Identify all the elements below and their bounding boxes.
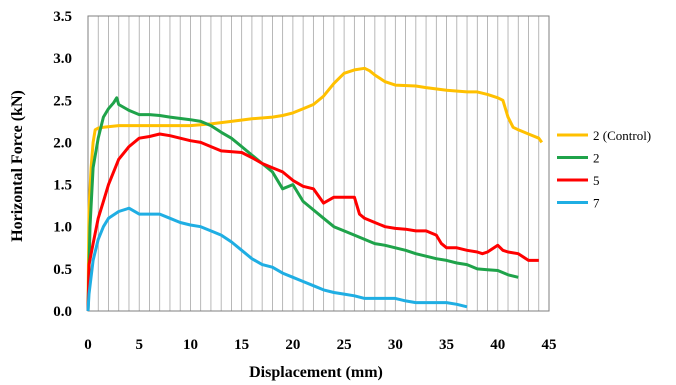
series-line-1 (86, 66, 544, 312)
legend-label: 2 (593, 151, 600, 166)
x-tick-label: 20 (285, 337, 300, 353)
y-tick-label: 3.5 (53, 9, 72, 25)
legend-label: 2 (Control) (593, 128, 651, 143)
y-tick-label: 1.0 (53, 220, 72, 236)
y-tick-label: 0.0 (53, 304, 72, 320)
series-line-4 (86, 206, 468, 312)
grid-lines (97, 16, 540, 311)
legend-label: 7 (593, 196, 600, 211)
x-tick-label: 15 (234, 337, 249, 353)
x-axis-title: Displacement (mm) (249, 364, 383, 381)
x-tick-label: 40 (490, 337, 505, 353)
plot-area (87, 15, 550, 312)
y-tick-label: 0.5 (53, 262, 72, 278)
series-layer (86, 66, 544, 312)
series-line-2 (86, 96, 519, 312)
x-tick-label: 30 (388, 337, 403, 353)
x-axis-ticks: 0 5 10 15 20 25 30 35 40 45 (84, 337, 556, 353)
x-tick-label: 10 (183, 337, 198, 353)
x-tick-label: 0 (84, 337, 92, 353)
series-line-3 (86, 132, 539, 312)
x-tick-label: 5 (135, 337, 143, 353)
x-tick-label: 45 (542, 337, 557, 353)
y-tick-label: 3.0 (53, 51, 72, 67)
x-tick-label: 25 (337, 337, 352, 353)
legend: 2 (Control) 2 5 7 (557, 128, 651, 211)
y-axis-title: Horizontal Force (kN) (9, 90, 26, 242)
y-axis-ticks: 0.0 0.5 1.0 1.5 2.0 2.5 3.0 3.5 (53, 9, 72, 320)
y-tick-label: 2.0 (53, 135, 72, 151)
y-tick-label: 2.5 (53, 93, 72, 109)
legend-label: 5 (593, 173, 600, 188)
x-tick-label: 35 (439, 337, 454, 353)
y-tick-label: 1.5 (53, 178, 72, 194)
plot-border (87, 15, 550, 312)
